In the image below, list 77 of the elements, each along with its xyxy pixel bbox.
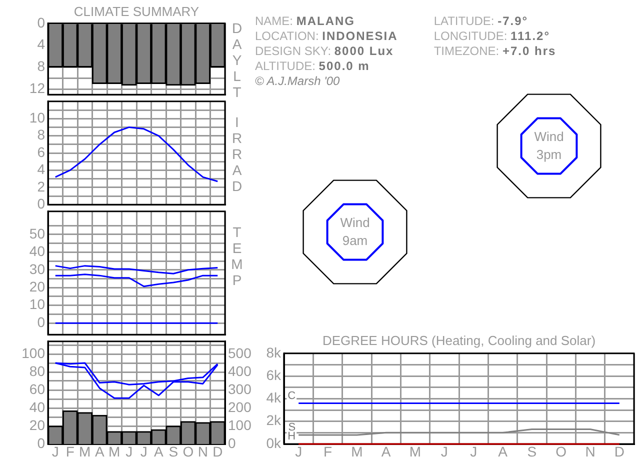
y2-tick-label: 100 xyxy=(228,416,252,433)
y-axis-title: DAYLT xyxy=(229,20,245,100)
x-tick-label: N xyxy=(198,443,208,460)
y2-tick-label: 400 xyxy=(228,362,252,379)
y-tick-label: 12 xyxy=(29,80,46,96)
y2-tick-label: 500 xyxy=(228,344,252,361)
y-tick-label: 20 xyxy=(29,416,46,433)
text: LATITUDE: -7.9° xyxy=(434,14,528,28)
chart-title: CLIMATE SUMMARY xyxy=(72,4,200,19)
x-tick-label: D xyxy=(614,443,624,460)
x-tick-label: A xyxy=(381,443,392,460)
series-label: S xyxy=(288,421,296,434)
y-tick-label: 4 xyxy=(37,36,46,52)
y-axis-title: TEMP xyxy=(229,224,245,288)
series-label: H xyxy=(288,430,296,443)
y2-tick-label: 200 xyxy=(228,398,252,415)
y2-tick-label: 300 xyxy=(228,380,252,397)
y-tick-label: 2 xyxy=(37,178,46,194)
x-tick-label: J xyxy=(140,443,148,460)
x-tick-label: S xyxy=(168,443,178,460)
text: TIMEZONE: +7.0 hrs xyxy=(434,44,556,58)
x-tick-label: S xyxy=(527,443,537,460)
x-tick-label: A xyxy=(94,443,105,460)
y-tick-label: 80 xyxy=(29,362,46,379)
y-tick-label: 0 xyxy=(37,434,46,451)
x-tick-label: A xyxy=(498,443,508,460)
x-tick-label: A xyxy=(154,443,164,460)
y-tick-label: 8k xyxy=(266,344,282,360)
x-tick-label: M xyxy=(351,443,363,460)
y-tick-label: 8 xyxy=(37,58,46,74)
text: LONGITUDE: 111.2° xyxy=(434,29,550,43)
y-tick-label: 10 xyxy=(29,296,46,312)
x-tick-label: J xyxy=(295,443,302,460)
y-tick-label: 40 xyxy=(29,398,46,415)
y-tick-label: 4 xyxy=(37,161,46,178)
text: LOCATION: INDONESIA xyxy=(255,29,398,43)
y-tick-label: 6 xyxy=(37,144,46,160)
text: Wind xyxy=(533,128,565,146)
x-tick-label: M xyxy=(79,443,91,460)
x-tick-label: N xyxy=(585,443,596,460)
text: 3pm xyxy=(535,146,563,164)
y-tick-label: 0 xyxy=(37,314,46,330)
y-tick-label: 6k xyxy=(266,366,282,383)
y-tick-label: 100 xyxy=(22,344,46,361)
x-tick-label: J xyxy=(470,443,478,460)
x-tick-label: F xyxy=(323,443,332,460)
y-tick-label: 0 xyxy=(37,14,46,30)
x-tick-label: D xyxy=(212,443,223,460)
text: 9am xyxy=(341,232,369,250)
y-tick-label: 30 xyxy=(29,260,46,277)
text: NAME: MALANG xyxy=(255,14,356,28)
x-tick-label: F xyxy=(66,443,74,460)
y-tick-label: 0k xyxy=(266,434,282,451)
x-tick-label: J xyxy=(126,443,133,460)
y-tick-label: 50 xyxy=(29,225,46,242)
y-tick-label: 60 xyxy=(29,380,46,397)
text: DESIGN SKY: 8000 Lux xyxy=(255,44,394,58)
y-tick-label: 10 xyxy=(29,109,46,126)
y-tick-label: 40 xyxy=(29,243,46,260)
x-tick-label: M xyxy=(108,443,120,460)
x-tick-label: O xyxy=(182,443,194,460)
y-axis-title: IRRAD xyxy=(229,114,245,194)
text: ALTITUDE: 500.0 m xyxy=(255,59,370,73)
y2-tick-label: 0 xyxy=(228,434,236,451)
x-tick-label: J xyxy=(440,443,448,460)
chart-title: DEGREE HOURS (Heating, Cooling and Solar) xyxy=(321,333,597,348)
x-tick-label: J xyxy=(52,443,59,460)
y-tick-label: 4k xyxy=(266,390,282,406)
series-label: C xyxy=(288,390,296,402)
y-tick-label: 8 xyxy=(37,126,46,143)
y-tick-label: 20 xyxy=(29,278,46,294)
y-tick-label: 0 xyxy=(37,195,46,212)
x-tick-label: O xyxy=(556,443,567,460)
y-tick-label: 2k xyxy=(266,412,282,428)
text: Wind xyxy=(339,214,371,232)
text: © A.J.Marsh '00 xyxy=(255,74,341,89)
x-tick-label: M xyxy=(409,443,422,460)
